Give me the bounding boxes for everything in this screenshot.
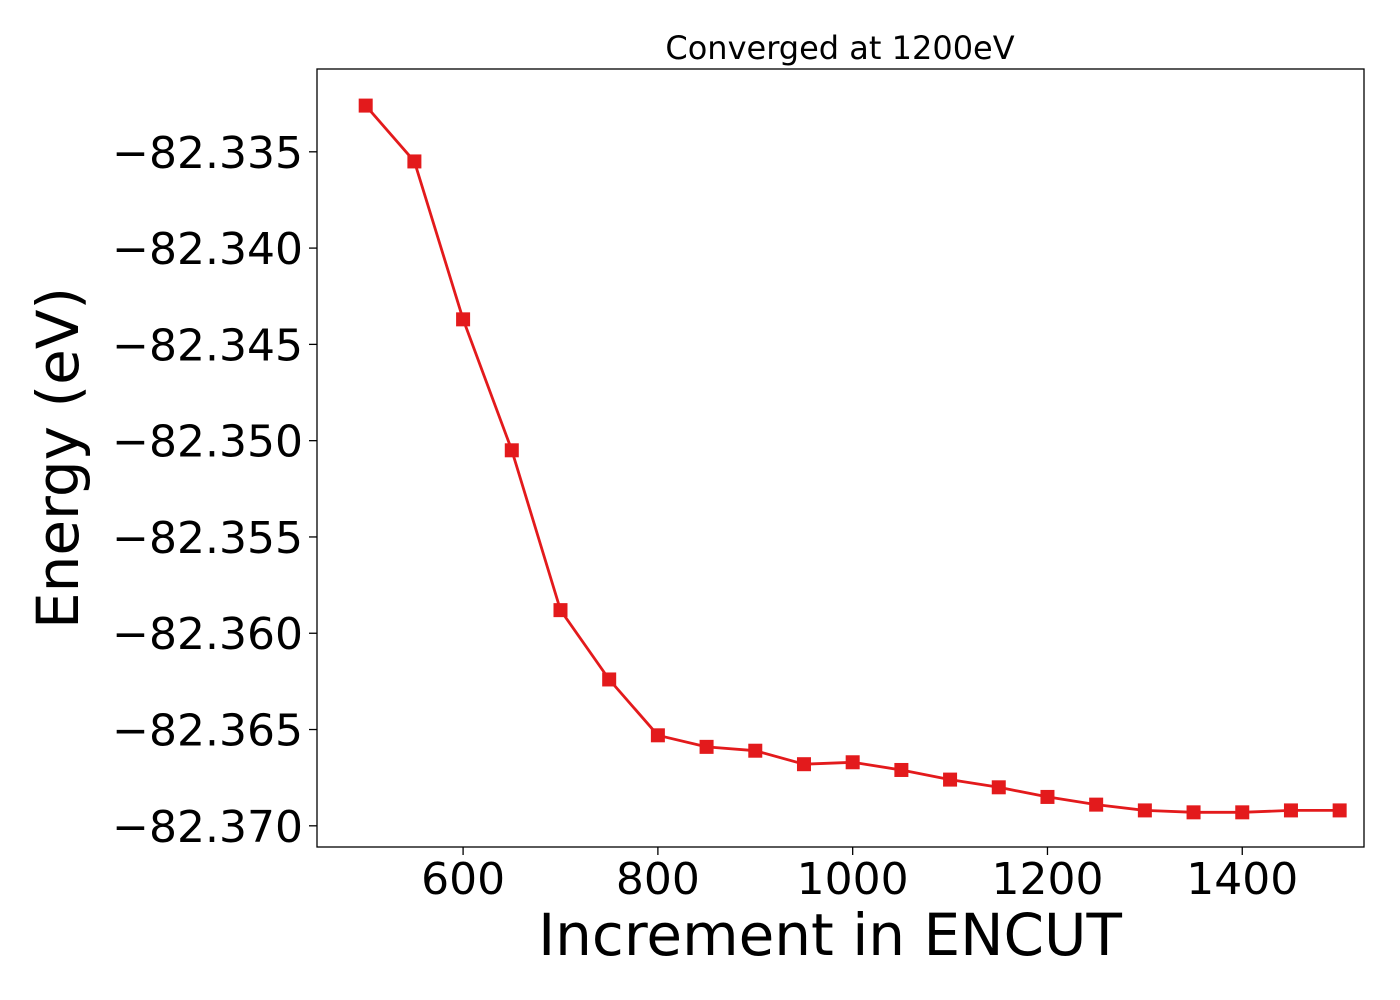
x-axis-label: Increment in ENCUT	[538, 901, 1122, 969]
data-point-marker	[1283, 803, 1298, 818]
data-point-marker	[845, 755, 860, 770]
plot-frame	[316, 68, 1365, 848]
data-point-marker	[1186, 805, 1201, 820]
data-point-marker	[602, 672, 617, 687]
data-point-marker	[1137, 803, 1152, 818]
y-tick-label: −82.335	[112, 128, 303, 179]
x-tick-label: 800	[616, 854, 700, 905]
data-point-marker	[1089, 797, 1104, 812]
y-tick-label: −82.360	[112, 609, 303, 660]
chart-title: Converged at 1200eV	[665, 29, 1014, 67]
y-tick-label: −82.370	[112, 802, 303, 853]
data-point-marker	[358, 98, 373, 113]
x-tick-label: 1400	[1186, 854, 1298, 905]
data-point-marker	[504, 443, 519, 458]
data-point-marker	[796, 757, 811, 772]
data-point-marker	[1040, 789, 1055, 804]
data-point-marker	[650, 728, 665, 743]
data-point-marker	[699, 739, 714, 754]
data-point-marker	[1332, 803, 1347, 818]
y-axis-label: Energy (eV)	[24, 287, 92, 629]
data-point-marker	[1235, 805, 1250, 820]
x-axis: 600 800 1000 1200 1400	[421, 847, 1298, 905]
y-tick-label: −82.365	[112, 706, 303, 757]
data-point-marker	[943, 772, 958, 787]
data-point-marker	[894, 762, 909, 777]
y-tick-label: −82.340	[112, 224, 303, 275]
x-tick-label: 1200	[991, 854, 1103, 905]
data-point-marker	[407, 154, 422, 169]
data-point-marker	[456, 312, 471, 327]
data-point-marker	[748, 743, 763, 758]
y-tick-label: −82.350	[112, 417, 303, 468]
y-tick-label: −82.345	[112, 320, 303, 371]
y-axis: −82.335 −82.340 −82.345 −82.350 −82.355 −82.3…	[112, 128, 317, 853]
x-tick-label: 600	[421, 854, 505, 905]
y-tick-label: −82.355	[112, 513, 303, 564]
data-point-marker	[553, 603, 568, 618]
data-point-marker	[991, 780, 1006, 795]
x-tick-label: 1000	[797, 854, 909, 905]
plot-area	[358, 98, 1347, 820]
